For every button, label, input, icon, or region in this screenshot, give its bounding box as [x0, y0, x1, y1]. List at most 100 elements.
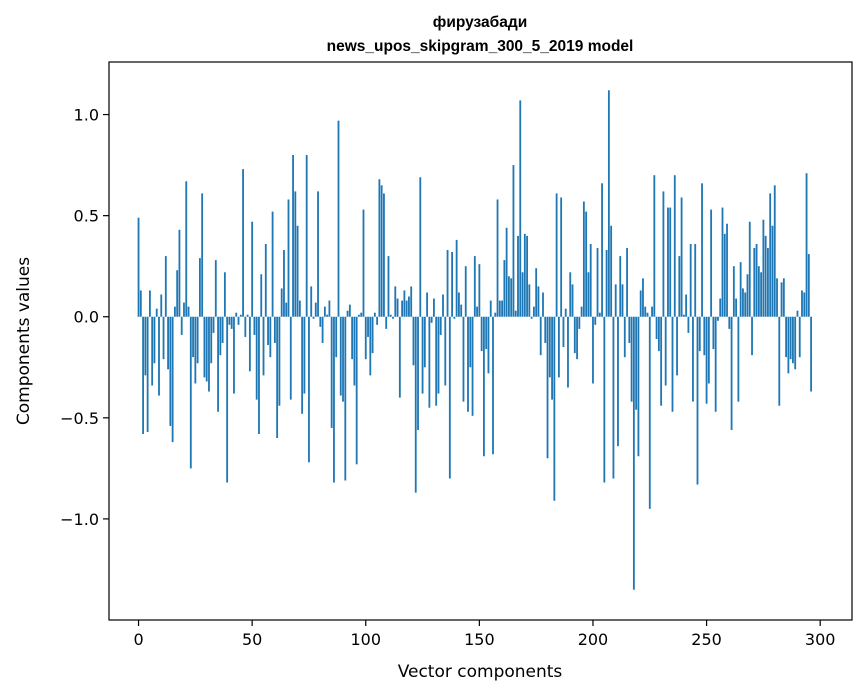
bar: [810, 316, 813, 392]
bar: [580, 306, 583, 317]
bar: [342, 316, 344, 402]
bar: [444, 316, 447, 386]
bar: [183, 302, 185, 317]
bar: [646, 312, 649, 317]
bar: [744, 292, 747, 317]
bar: [317, 191, 319, 317]
bar: [573, 316, 576, 354]
bar: [217, 316, 219, 412]
bar: [362, 209, 365, 317]
bar: [426, 292, 429, 317]
bar: [794, 316, 797, 370]
bar: [144, 316, 147, 376]
bar: [632, 316, 635, 590]
bar: [419, 177, 422, 317]
bar: [219, 316, 222, 356]
x-axis-ticks: 0 50 100 150 200 250 300: [133, 620, 835, 649]
y-tick-label: −0.5: [60, 409, 99, 428]
bar: [617, 316, 619, 447]
bar: [726, 223, 728, 317]
bar: [205, 316, 208, 382]
bar: [292, 155, 294, 317]
y-tick-label: 0.5: [74, 207, 99, 226]
bar: [471, 316, 474, 416]
bar: [564, 308, 567, 317]
bar: [735, 298, 738, 317]
bar: [326, 314, 329, 317]
bar: [439, 316, 442, 335]
y-tick-label: −1.0: [60, 510, 99, 529]
bar: [435, 316, 438, 406]
x-tick-label: 250: [691, 630, 722, 649]
bar: [487, 316, 490, 374]
bar: [417, 316, 419, 430]
bar: [294, 191, 297, 317]
bar: [703, 316, 706, 356]
bar: [598, 312, 601, 317]
bar: [451, 252, 454, 317]
bar: [194, 316, 197, 384]
bar: [594, 316, 597, 325]
bar: [226, 316, 229, 483]
bar: [376, 316, 379, 325]
bar: [714, 316, 717, 412]
bar: [523, 233, 526, 317]
bar: [373, 312, 376, 317]
bar: [526, 235, 528, 317]
bar: [464, 266, 467, 317]
bar: [653, 175, 656, 317]
bar: [537, 286, 540, 317]
bar: [805, 173, 808, 317]
bar: [442, 294, 444, 317]
bar: [385, 316, 388, 329]
bar: [462, 316, 465, 402]
bar: [730, 316, 733, 430]
bar: [173, 306, 176, 317]
bar: [321, 316, 324, 344]
bar: [630, 316, 633, 402]
bar: [776, 278, 778, 317]
bar: [498, 300, 501, 317]
bar: [546, 316, 549, 459]
chart-title-line1: фирузабади: [433, 14, 527, 31]
bar: [782, 278, 785, 317]
bar: [287, 199, 290, 317]
bar: [323, 306, 326, 317]
bar: [667, 207, 669, 317]
bar: [403, 290, 406, 317]
bar: [769, 193, 772, 317]
bar: [751, 316, 753, 356]
bar: [514, 310, 517, 317]
bar: [271, 211, 274, 317]
bar: [169, 316, 172, 426]
bar: [478, 264, 481, 317]
bar: [728, 316, 731, 329]
bar: [185, 181, 188, 317]
bar: [412, 316, 415, 366]
bar: [369, 316, 372, 376]
bar: [621, 284, 624, 317]
bar: [673, 175, 676, 317]
bar: [330, 316, 333, 428]
bar: [762, 219, 765, 317]
bar: [278, 316, 281, 406]
bar: [548, 316, 551, 378]
bar: [344, 316, 347, 481]
bar: [139, 290, 142, 317]
bar: [628, 316, 631, 344]
bar: [455, 239, 458, 317]
bar: [576, 316, 578, 360]
bar: [764, 235, 767, 317]
bar: [414, 316, 417, 493]
bar: [571, 284, 574, 317]
bar: [476, 306, 478, 317]
bar: [642, 278, 644, 317]
bar: [619, 256, 622, 317]
bar: [401, 300, 404, 317]
bar: [314, 302, 317, 317]
bar: [778, 316, 781, 406]
bar: [367, 316, 369, 337]
bar: [230, 316, 233, 329]
bar: [612, 316, 615, 479]
bar: [485, 316, 488, 350]
